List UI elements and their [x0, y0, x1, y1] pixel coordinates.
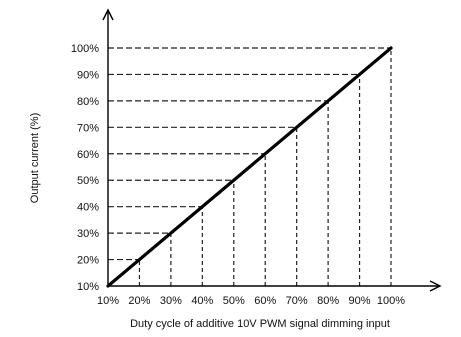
output-current-line: [106, 46, 393, 288]
axes: [102, 8, 442, 292]
x-tick-label: 10%: [97, 295, 119, 307]
y-tick-label: 30%: [77, 228, 99, 240]
y-tick-label: 80%: [77, 96, 99, 108]
x-tick-label: 90%: [349, 295, 371, 307]
y-axis-arrow-icon: [102, 8, 114, 21]
y-tick-label: 100%: [71, 43, 99, 55]
y-tick-label: 90%: [77, 69, 99, 81]
x-tick-label: 30%: [160, 295, 182, 307]
x-tick-label: 60%: [254, 295, 276, 307]
x-tick-labels: 10% 20% 30% 40% 50% 60% 70% 80% 90% 100%: [97, 295, 405, 307]
x-tick-label: 80%: [317, 295, 339, 307]
x-tick-label: 40%: [191, 295, 213, 307]
y-tick-label: 40%: [77, 202, 99, 214]
x-tick-label: 70%: [286, 295, 308, 307]
x-tick-label: 50%: [223, 295, 245, 307]
y-tick-label: 60%: [77, 149, 99, 161]
y-axis-title: Output current (%): [29, 113, 41, 203]
y-tick-label: 20%: [77, 255, 99, 267]
y-tick-labels: 10% 20% 30% 40% 50% 60% 70% 80% 90% 100%: [71, 43, 99, 293]
x-tick-label: 100%: [377, 295, 405, 307]
x-tick-label: 20%: [128, 295, 150, 307]
x-axis-arrow-icon: [429, 280, 442, 292]
y-tick-label: 10%: [77, 281, 99, 293]
dashed-guide-lines: [108, 47, 392, 286]
y-tick-label: 50%: [77, 175, 99, 187]
y-tick-label: 70%: [77, 122, 99, 134]
x-axis-title: Duty cycle of additive 10V PWM signal di…: [130, 318, 390, 330]
series-group: [106, 46, 393, 288]
